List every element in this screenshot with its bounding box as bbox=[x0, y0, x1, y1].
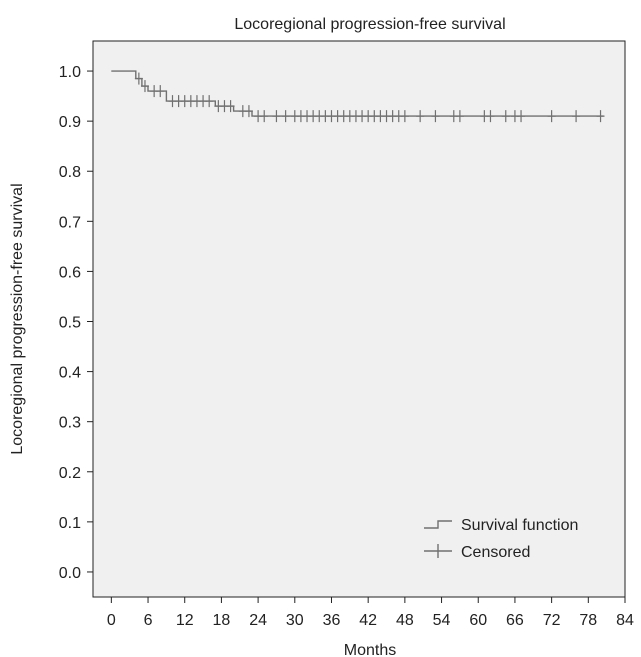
censored-marker bbox=[455, 110, 464, 123]
chart-title: Locoregional progression-free survival bbox=[234, 16, 505, 33]
censored-marker bbox=[547, 110, 556, 123]
series-layer bbox=[111, 70, 605, 123]
y-tick-label: 0.3 bbox=[59, 415, 81, 432]
x-tick-label: 42 bbox=[359, 612, 377, 629]
censored-marker bbox=[134, 72, 143, 85]
x-tick-label: 18 bbox=[213, 612, 231, 629]
y-tick-label: 0.8 bbox=[59, 164, 81, 181]
censored-marker bbox=[156, 85, 165, 98]
plot-area bbox=[92, 40, 626, 598]
x-axis-label: Months bbox=[344, 642, 396, 657]
censored-marker bbox=[400, 110, 409, 123]
y-tick-label: 0.9 bbox=[59, 114, 81, 131]
x-tick-label: 48 bbox=[396, 612, 414, 629]
x-tick-label: 54 bbox=[433, 612, 451, 629]
censored-marker bbox=[431, 110, 440, 123]
legend: Survival function Censored bbox=[424, 517, 578, 561]
x-tick-label: 60 bbox=[469, 612, 487, 629]
x-tick-label: 6 bbox=[144, 612, 153, 629]
legend-survival-label: Survival function bbox=[461, 517, 578, 534]
y-tick-label: 0.4 bbox=[59, 365, 81, 382]
x-tick-label: 36 bbox=[323, 612, 341, 629]
y-tick-label: 0.7 bbox=[59, 214, 81, 231]
legend-survival-symbol bbox=[424, 520, 452, 529]
x-tick-label: 78 bbox=[579, 612, 597, 629]
x-tick-label: 72 bbox=[543, 612, 561, 629]
y-tick-label: 0.0 bbox=[59, 565, 81, 582]
censored-marker bbox=[272, 110, 281, 123]
censored-marker bbox=[244, 105, 253, 118]
censored-marker bbox=[572, 110, 581, 123]
y-axis-label: Locoregional progression-free survival bbox=[9, 183, 26, 454]
censored-marker bbox=[226, 100, 235, 113]
censored-marker bbox=[281, 110, 290, 123]
censored-marker bbox=[486, 110, 495, 123]
censored-marker bbox=[501, 110, 510, 123]
x-tick-label: 66 bbox=[506, 612, 524, 629]
censored-marker bbox=[140, 80, 149, 93]
censored-marker bbox=[596, 110, 605, 123]
censored-marker bbox=[416, 110, 425, 123]
y-tick-label: 0.2 bbox=[59, 465, 81, 482]
censored-marker bbox=[205, 95, 214, 108]
censored-marker bbox=[517, 110, 526, 123]
y-tick-label: 1.0 bbox=[59, 64, 81, 81]
x-tick-label: 24 bbox=[249, 612, 267, 629]
legend-censored-label: Censored bbox=[461, 544, 530, 561]
axis-ticks: 0 6 12 18 24 30 36 42 48 54 60 66 72 78 84 0.0 0.1 0.2 0.3… bbox=[59, 64, 634, 629]
x-tick-label: 12 bbox=[176, 612, 194, 629]
x-tick-label: 0 bbox=[107, 612, 116, 629]
y-tick-label: 0.6 bbox=[59, 264, 81, 281]
legend-censored-symbol bbox=[424, 544, 452, 558]
y-tick-label: 0.5 bbox=[59, 315, 81, 332]
censored-marker bbox=[260, 110, 269, 123]
x-tick-label: 30 bbox=[286, 612, 304, 629]
y-tick-label: 0.1 bbox=[59, 515, 81, 532]
x-tick-label: 84 bbox=[616, 612, 634, 629]
